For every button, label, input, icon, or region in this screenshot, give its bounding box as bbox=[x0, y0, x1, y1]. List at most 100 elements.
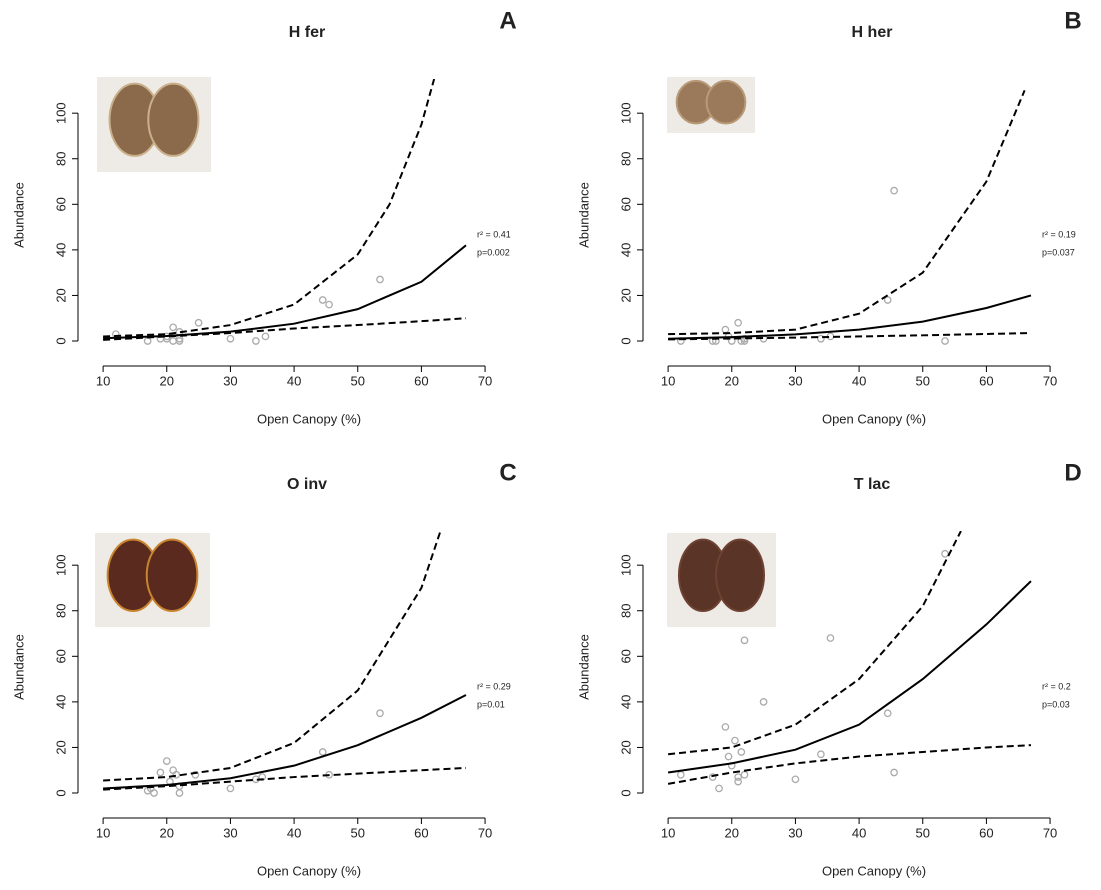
panel-label: A bbox=[499, 7, 516, 34]
annotation: p=0.037 bbox=[1042, 247, 1075, 257]
data-point bbox=[737, 748, 746, 756]
butterfly-wing bbox=[715, 538, 766, 613]
data-point bbox=[721, 723, 730, 731]
x-tick-label: 30 bbox=[223, 825, 237, 840]
data-point bbox=[156, 768, 165, 777]
data-point bbox=[376, 275, 384, 284]
x-tick-label: 10 bbox=[661, 373, 675, 388]
x-axis-label: Open Canopy (%) bbox=[822, 411, 926, 426]
data-point bbox=[759, 698, 768, 706]
x-tick-label: 20 bbox=[160, 825, 174, 840]
x-tick-label: 40 bbox=[852, 825, 866, 840]
y-tick-label: 100 bbox=[618, 554, 633, 576]
data-point bbox=[226, 784, 235, 793]
panel-label: D bbox=[1064, 459, 1081, 486]
fit-line bbox=[668, 294, 1032, 340]
data-point bbox=[676, 770, 685, 779]
data-point bbox=[734, 777, 742, 786]
y-tick-label: 60 bbox=[618, 649, 633, 663]
y-tick-label: 20 bbox=[53, 740, 68, 754]
data-point bbox=[883, 709, 892, 718]
data-point bbox=[883, 296, 892, 304]
x-tick-label: 70 bbox=[478, 825, 492, 840]
y-axis-label: Abundance bbox=[576, 634, 591, 700]
data-point bbox=[252, 337, 260, 345]
x-tick-label: 70 bbox=[478, 373, 492, 388]
x-tick-label: 20 bbox=[160, 373, 174, 388]
confidence-line bbox=[667, 531, 962, 756]
x-tick-label: 60 bbox=[979, 373, 993, 388]
y-tick-label: 20 bbox=[53, 288, 68, 302]
data-point bbox=[376, 709, 384, 718]
data-point bbox=[169, 766, 177, 775]
y-tick-label: 60 bbox=[618, 197, 633, 211]
panel-label: B bbox=[1064, 7, 1081, 34]
y-tick-label: 20 bbox=[618, 740, 633, 754]
x-tick-label: 40 bbox=[852, 373, 866, 388]
panel: O inv C Abundance Open Canopy (%) r² = 0.29 p… bbox=[11, 459, 516, 878]
data-point bbox=[740, 337, 749, 345]
data-point bbox=[150, 789, 158, 797]
data-point bbox=[724, 752, 733, 761]
data-point bbox=[325, 300, 333, 309]
x-tick-label: 70 bbox=[1043, 825, 1057, 840]
data-point bbox=[175, 337, 184, 345]
y-tick-label: 40 bbox=[618, 695, 633, 709]
confidence-line bbox=[668, 90, 1026, 336]
butterfly-wing bbox=[145, 538, 199, 613]
data-point bbox=[734, 773, 742, 781]
y-axis-label: Abundance bbox=[576, 182, 591, 248]
chart-title: T lac bbox=[854, 476, 891, 493]
data-point bbox=[731, 736, 739, 745]
data-point bbox=[194, 318, 203, 327]
panel: H her B Abundance Open Canopy (%) r² = 0.19 p… bbox=[576, 7, 1081, 426]
butterfly-wing bbox=[147, 82, 200, 157]
x-tick-label: 70 bbox=[1043, 373, 1057, 388]
x-tick-label: 40 bbox=[287, 825, 301, 840]
data-point bbox=[941, 337, 949, 345]
data-point bbox=[226, 334, 235, 343]
y-tick-label: 0 bbox=[53, 337, 68, 344]
x-tick-label: 20 bbox=[725, 825, 739, 840]
y-tick-label: 60 bbox=[53, 649, 68, 663]
y-tick-label: 60 bbox=[53, 197, 68, 211]
annotation: r² = 0.19 bbox=[1042, 229, 1076, 239]
butterfly-wing bbox=[705, 79, 747, 125]
chart-title: O inv bbox=[287, 476, 327, 493]
data-point bbox=[169, 323, 177, 332]
y-tick-label: 80 bbox=[618, 604, 633, 618]
chart-title: H fer bbox=[289, 24, 325, 41]
data-point bbox=[708, 773, 717, 781]
data-point bbox=[143, 337, 152, 345]
data-point bbox=[826, 634, 835, 642]
fit-line bbox=[103, 244, 467, 340]
x-tick-label: 50 bbox=[916, 825, 930, 840]
data-point bbox=[191, 770, 200, 779]
x-tick-label: 10 bbox=[96, 373, 110, 388]
confidence-line bbox=[103, 531, 442, 782]
data-point bbox=[890, 768, 898, 777]
x-tick-label: 50 bbox=[351, 373, 365, 388]
y-tick-label: 0 bbox=[53, 789, 68, 796]
y-tick-label: 80 bbox=[618, 152, 633, 166]
data-point bbox=[890, 186, 898, 195]
data-point bbox=[715, 784, 723, 793]
x-tick-label: 50 bbox=[916, 373, 930, 388]
x-tick-label: 40 bbox=[287, 373, 301, 388]
data-point bbox=[318, 296, 327, 304]
y-tick-label: 20 bbox=[618, 288, 633, 302]
data-point bbox=[721, 325, 730, 334]
y-tick-label: 40 bbox=[53, 695, 68, 709]
x-tick-label: 60 bbox=[414, 373, 428, 388]
confidence-line bbox=[103, 79, 436, 338]
y-tick-label: 40 bbox=[53, 243, 68, 257]
y-tick-label: 100 bbox=[53, 102, 68, 124]
x-tick-label: 50 bbox=[351, 825, 365, 840]
x-axis-label: Open Canopy (%) bbox=[257, 863, 361, 878]
y-tick-label: 0 bbox=[618, 337, 633, 344]
data-point bbox=[172, 770, 181, 779]
data-point bbox=[261, 332, 270, 341]
annotation: r² = 0.29 bbox=[477, 681, 511, 691]
y-tick-label: 100 bbox=[618, 102, 633, 124]
